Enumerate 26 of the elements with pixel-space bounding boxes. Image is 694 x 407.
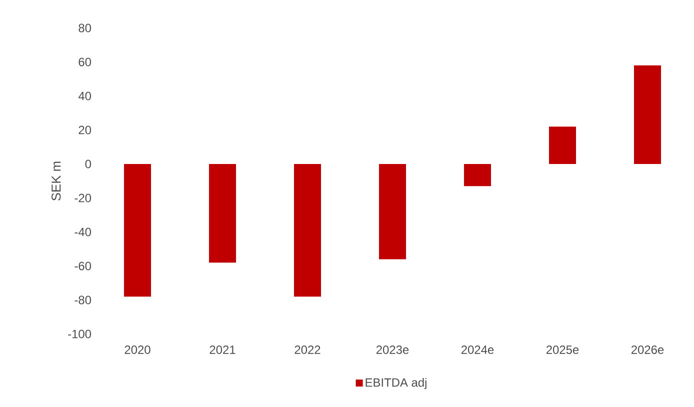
y-axis-title: SEK m (52, 162, 61, 201)
legend-label: EBITDA adj (366, 378, 426, 390)
x-tick-label: 2024e (461, 346, 494, 354)
bar (464, 164, 492, 186)
bar (379, 164, 406, 260)
y-tick-label: -20 (74, 194, 92, 202)
x-tick-label: 2021 (210, 346, 236, 354)
bar (634, 65, 662, 164)
y-tick-label: 60 (78, 58, 92, 66)
x-tick-label: 2023e (376, 346, 409, 354)
y-tick-label: -40 (74, 228, 92, 236)
bar (209, 164, 236, 263)
y-tick-label: -80 (74, 296, 92, 304)
y-tick-label: -60 (74, 262, 92, 270)
x-tick-label: 2025e (546, 346, 579, 354)
bar (549, 126, 576, 164)
x-tick-label: 2020 (124, 346, 150, 354)
y-tick-label: -100 (68, 330, 92, 338)
x-tick-label: 2022 (294, 346, 320, 354)
y-tick-label: 0 (85, 160, 92, 168)
y-tick-label: 80 (78, 24, 92, 32)
x-tick-label: 2026e (631, 346, 664, 354)
y-tick-label: 40 (78, 92, 92, 100)
y-tick-label: 20 (78, 126, 92, 134)
bar (124, 164, 152, 297)
bar (294, 164, 322, 297)
